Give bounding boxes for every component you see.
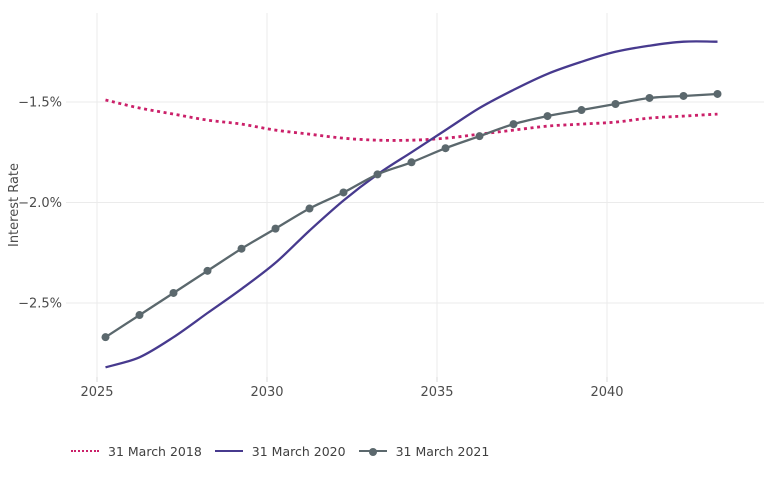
y-tick-label: −1.5% — [18, 96, 62, 111]
data-point-marker — [679, 91, 688, 100]
data-point-marker — [407, 158, 416, 167]
data-point-marker — [237, 244, 246, 253]
legend-item-31-march-2021[interactable]: 31 March 2021 — [358, 444, 490, 459]
data-point-marker — [441, 144, 450, 153]
data-point-marker — [169, 288, 178, 297]
legend-label: 31 March 2021 — [395, 444, 490, 459]
data-point-marker — [611, 100, 620, 109]
chart-legend: 31 March 2018 31 March 2020 31 March 202… — [0, 444, 768, 459]
y-tick-label: −2.5% — [18, 297, 62, 312]
data-point-marker — [135, 311, 144, 320]
series-line-31-march-2018 — [105, 98, 718, 142]
y-axis-title: Interest Rate — [7, 163, 22, 247]
x-tick-label: 2035 — [420, 385, 453, 400]
data-point-marker — [101, 333, 110, 342]
data-point-marker — [203, 266, 212, 275]
x-tick-label: 2040 — [590, 385, 623, 400]
legend-item-31-march-2020[interactable]: 31 March 2020 — [214, 444, 346, 459]
chart-plot-area: −1.5% −2.0% −2.5% 2025 2030 2035 2040 Interest … — [7, 13, 764, 400]
series-line-31-march-2021 — [104, 92, 718, 339]
data-point-marker — [713, 89, 722, 98]
legend-item-31-march-2018[interactable]: 31 March 2018 — [71, 444, 202, 459]
dotted-line-swatch-icon — [71, 447, 99, 457]
x-tick-label: 2030 — [250, 385, 283, 400]
data-point-marker — [475, 132, 484, 141]
series-line-31-march-2020 — [105, 40, 718, 369]
data-point-marker — [645, 93, 654, 102]
data-point-marker — [509, 120, 518, 129]
solid-line-swatch-icon — [214, 447, 243, 457]
data-point-marker — [339, 188, 348, 197]
data-point-marker — [543, 112, 552, 121]
x-tick-label: 2025 — [80, 385, 113, 400]
marker-line-swatch-icon — [358, 447, 387, 457]
data-point-marker — [271, 224, 280, 233]
data-point-marker — [577, 106, 586, 115]
y-tick-label: −2.0% — [18, 196, 62, 211]
legend-label: 31 March 2020 — [251, 444, 346, 459]
legend-label: 31 March 2018 — [108, 444, 202, 459]
data-point-marker — [373, 170, 382, 179]
data-point-marker — [305, 204, 314, 213]
